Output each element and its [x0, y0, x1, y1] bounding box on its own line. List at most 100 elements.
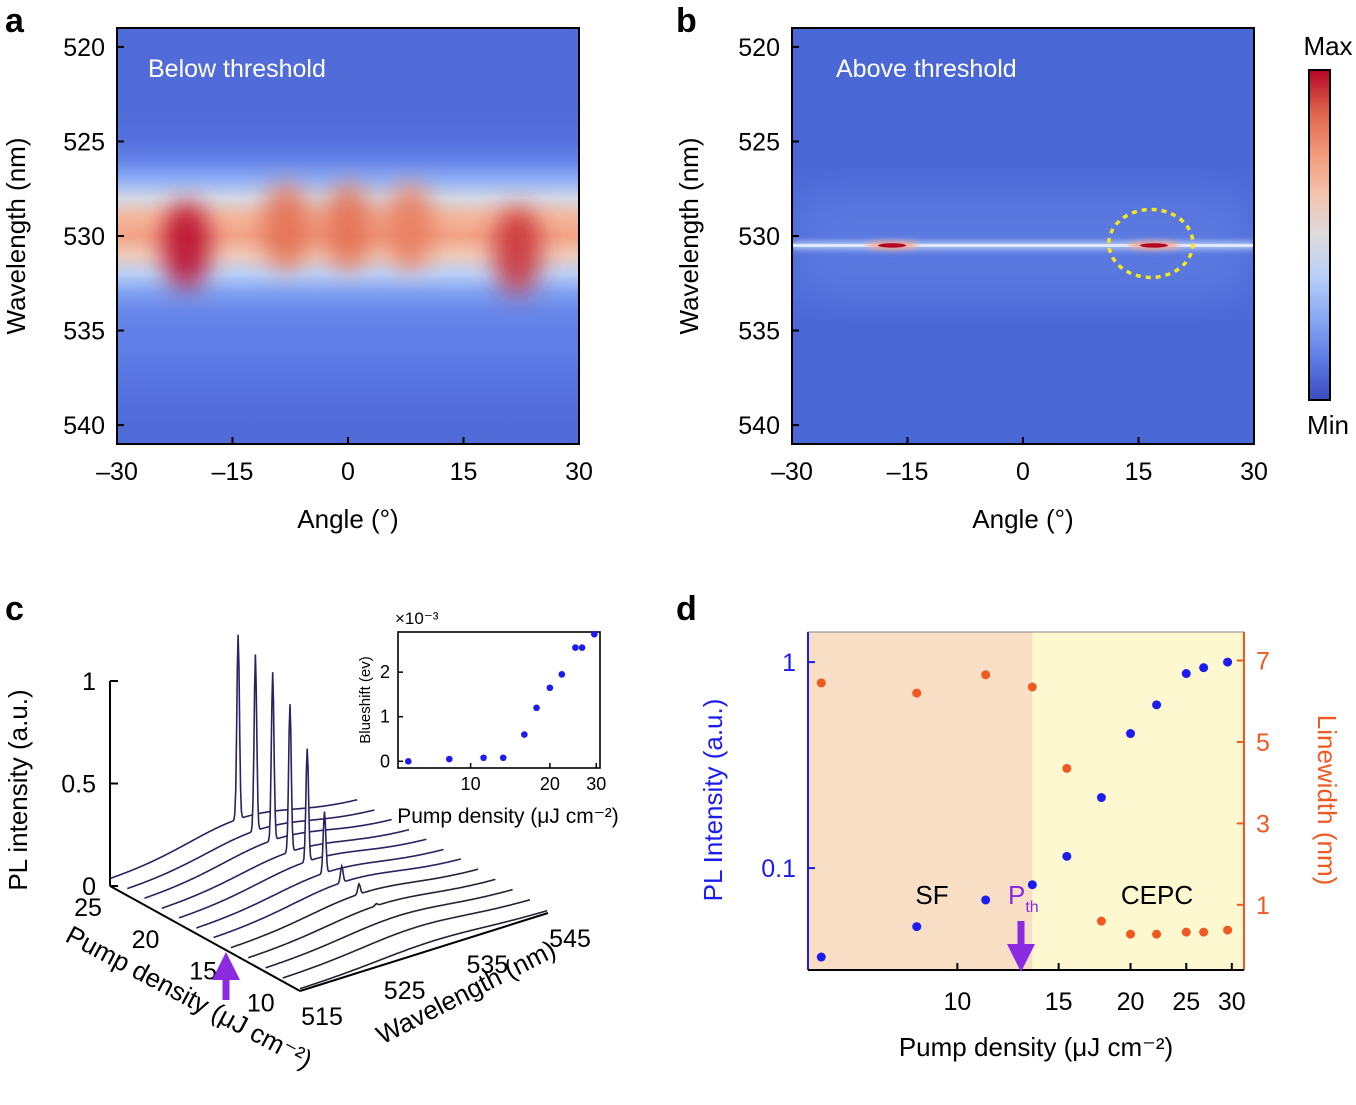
heatmap-a-ytick-label: 530 [63, 223, 105, 251]
waterfall-pump-axis [109, 885, 301, 992]
linewidth-point [1027, 682, 1037, 692]
plot-d-ytick-right-label: 3 [1256, 810, 1270, 838]
linewidth-point [1181, 927, 1191, 937]
waterfall-pump-tick-label: 10 [247, 989, 275, 1017]
colorbar-max-label: Max [1303, 31, 1352, 61]
heatmap-a-hotspot [324, 182, 372, 271]
spectrum-fill [213, 859, 462, 944]
intensity-point [912, 922, 922, 932]
spectrum-line [213, 858, 461, 939]
linewidth-point [816, 678, 826, 688]
heatmap-b-ylabel: Wavelength (nm) [674, 138, 704, 335]
waterfall-pump-tick-label: 25 [74, 894, 102, 922]
inset-point [499, 754, 507, 762]
inset-point [591, 630, 598, 638]
heatmap-b-xlabel: Angle (°) [972, 504, 1073, 534]
colorbar-min-label: Min [1307, 410, 1349, 440]
plot-d-ytick-left-label: 1 [782, 649, 796, 677]
region-band-cepc [1032, 632, 1244, 970]
heatmap-b-ytick-label: 530 [738, 223, 780, 251]
inset-xtick-label: 30 [586, 774, 606, 794]
waterfall-wavelength-tick-label: 545 [549, 925, 591, 953]
spectrum-fill [144, 672, 393, 906]
heatmap-b-xtick-label: 30 [1240, 458, 1268, 486]
spectrum-fill [265, 889, 514, 972]
heatmap-a-ytick-label: 525 [63, 128, 105, 156]
inset-point [578, 644, 586, 651]
heatmap-a-xtick-label: 15 [450, 458, 478, 486]
spectrum-line [178, 748, 427, 919]
heatmap-b-xtick-label: 0 [1016, 458, 1030, 486]
intensity-point [1199, 663, 1209, 673]
plot-d-xtick-label: 30 [1218, 988, 1246, 1016]
spectrum-line [144, 672, 392, 899]
plot-d-xlabel: Pump density (μJ cm⁻²) [899, 1032, 1173, 1062]
spectrum-line [248, 878, 496, 959]
intensity-point [1096, 793, 1106, 803]
threshold-label-main: P [1008, 880, 1025, 910]
waterfall-ztick-label: 0.5 [61, 771, 96, 799]
inset-point [445, 755, 453, 763]
intensity-point [1152, 700, 1162, 710]
heatmap-above-threshold: –30 –15 0 15 30 520 525 530 535 540 Above thresho… [674, 27, 1353, 534]
heatmap-below-threshold: –30 –15 0 15 30 520 525 530 535 540 Below thresho… [1, 27, 593, 534]
heatmap-b-ytick-label: 540 [738, 412, 780, 440]
heatmap-a-hotspot [162, 201, 211, 290]
region-band-sf [808, 632, 1033, 970]
heatmap-b-ytick-label: 520 [738, 34, 780, 62]
heatmap-b-hotspot-core [1139, 243, 1168, 248]
waterfall-ztick-label: 1 [82, 668, 96, 696]
inset-xtick-label: 10 [461, 774, 481, 794]
plot-d-ytick-right-label: 7 [1256, 648, 1270, 676]
panel-label-b: b [676, 2, 697, 40]
spectrum-fill [282, 899, 531, 982]
heatmap-a-ytick-label: 535 [63, 318, 105, 346]
spectrum-line [230, 868, 479, 949]
plot-d-ytick-left-label: 0.1 [761, 855, 796, 883]
spectrum-line [196, 811, 444, 929]
spectrum-line [282, 899, 531, 979]
inset-xlabel: Pump density (μJ cm⁻²) [397, 805, 619, 828]
heatmap-b-xtick-label: 15 [1125, 458, 1153, 486]
heatmap-a-xtick-label: –15 [212, 458, 254, 486]
heatmap-a-xtick-label: 0 [341, 458, 355, 486]
intensity-point [1062, 851, 1072, 861]
inset-point [533, 704, 540, 712]
linewidth-point [1152, 929, 1162, 939]
inset-ylabel: Blueshift (ev) [357, 656, 374, 744]
spectrum-fill [248, 879, 497, 963]
heatmap-b-hotspot-core [878, 243, 907, 248]
colorbar [1308, 69, 1331, 401]
waterfall-wavelength-tick-label: 515 [301, 1003, 343, 1031]
heatmap-a-ytick-label: 520 [63, 34, 105, 62]
linewidth-point [1096, 916, 1106, 926]
inset-ytick-label: 1 [380, 707, 390, 727]
spectrum-line [265, 888, 513, 969]
highlight-circle [1107, 207, 1195, 280]
heatmap-a-xlabel: Angle (°) [297, 504, 398, 534]
inset-point [480, 754, 487, 762]
panel-label-a: a [5, 2, 25, 40]
threshold-label: Pth [1008, 880, 1039, 916]
spectrum-line [299, 909, 548, 990]
inset-xtick-label: 20 [540, 774, 560, 794]
heatmap-a-ylabel: Wavelength (nm) [1, 138, 31, 335]
inset-multiplier: ×10⁻³ [395, 609, 439, 628]
plot-d-ylabel-right: Linewidth (nm) [1312, 715, 1342, 886]
heatmap-a-xtick-label: –30 [96, 458, 138, 486]
plot-d-xtick-label: 15 [1045, 988, 1073, 1016]
region-label-sf: SF [915, 880, 948, 910]
heatmap-b-ytick-label: 525 [738, 128, 780, 156]
intensity-point [1223, 657, 1233, 667]
heatmap-b-ytick-label: 535 [738, 318, 780, 346]
waterfall-wavelength-tick-label: 525 [384, 977, 426, 1005]
panel-label-d: d [676, 590, 697, 628]
linewidth-point [1062, 763, 1072, 773]
intensity-point [1181, 669, 1191, 679]
waterfall-zlabel: PL intensity (a.u.) [3, 689, 33, 890]
heatmap-b-annotation: Above threshold [836, 55, 1017, 83]
linewidth-point [981, 670, 991, 680]
inset-point [546, 684, 554, 692]
waterfall-wavelength-axis [299, 912, 549, 992]
